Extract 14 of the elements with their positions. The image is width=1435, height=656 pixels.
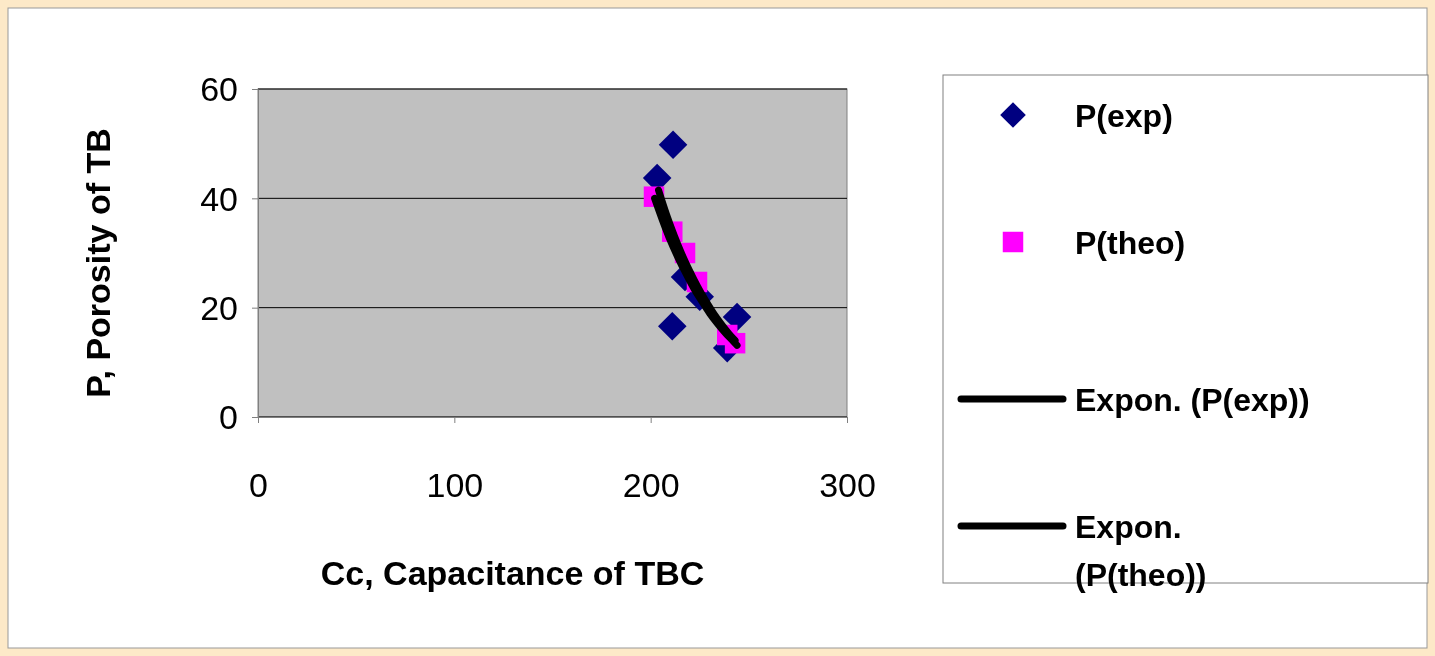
x-tick-label: 0	[249, 466, 268, 505]
x-tick-label: 300	[819, 466, 876, 505]
x-axis-title: Cc, Capacitance of TBC	[320, 554, 705, 592]
x-tick-label: 200	[622, 466, 680, 505]
legend-label: Expon. (P(exp))	[1075, 382, 1310, 418]
y-tick-label: 20	[200, 289, 238, 328]
y-axis-title: P, Porosity of TB	[79, 128, 117, 398]
legend-label: P(exp)	[1075, 98, 1173, 134]
x-tick-label: 100	[426, 466, 484, 505]
y-tick-label: 0	[219, 398, 238, 437]
y-tick-label: 60	[200, 70, 238, 109]
y-tick-label: 40	[200, 179, 238, 218]
legend-label: P(theo)	[1075, 225, 1186, 261]
legend-label: Expon. (P(theo))	[1075, 509, 1207, 593]
